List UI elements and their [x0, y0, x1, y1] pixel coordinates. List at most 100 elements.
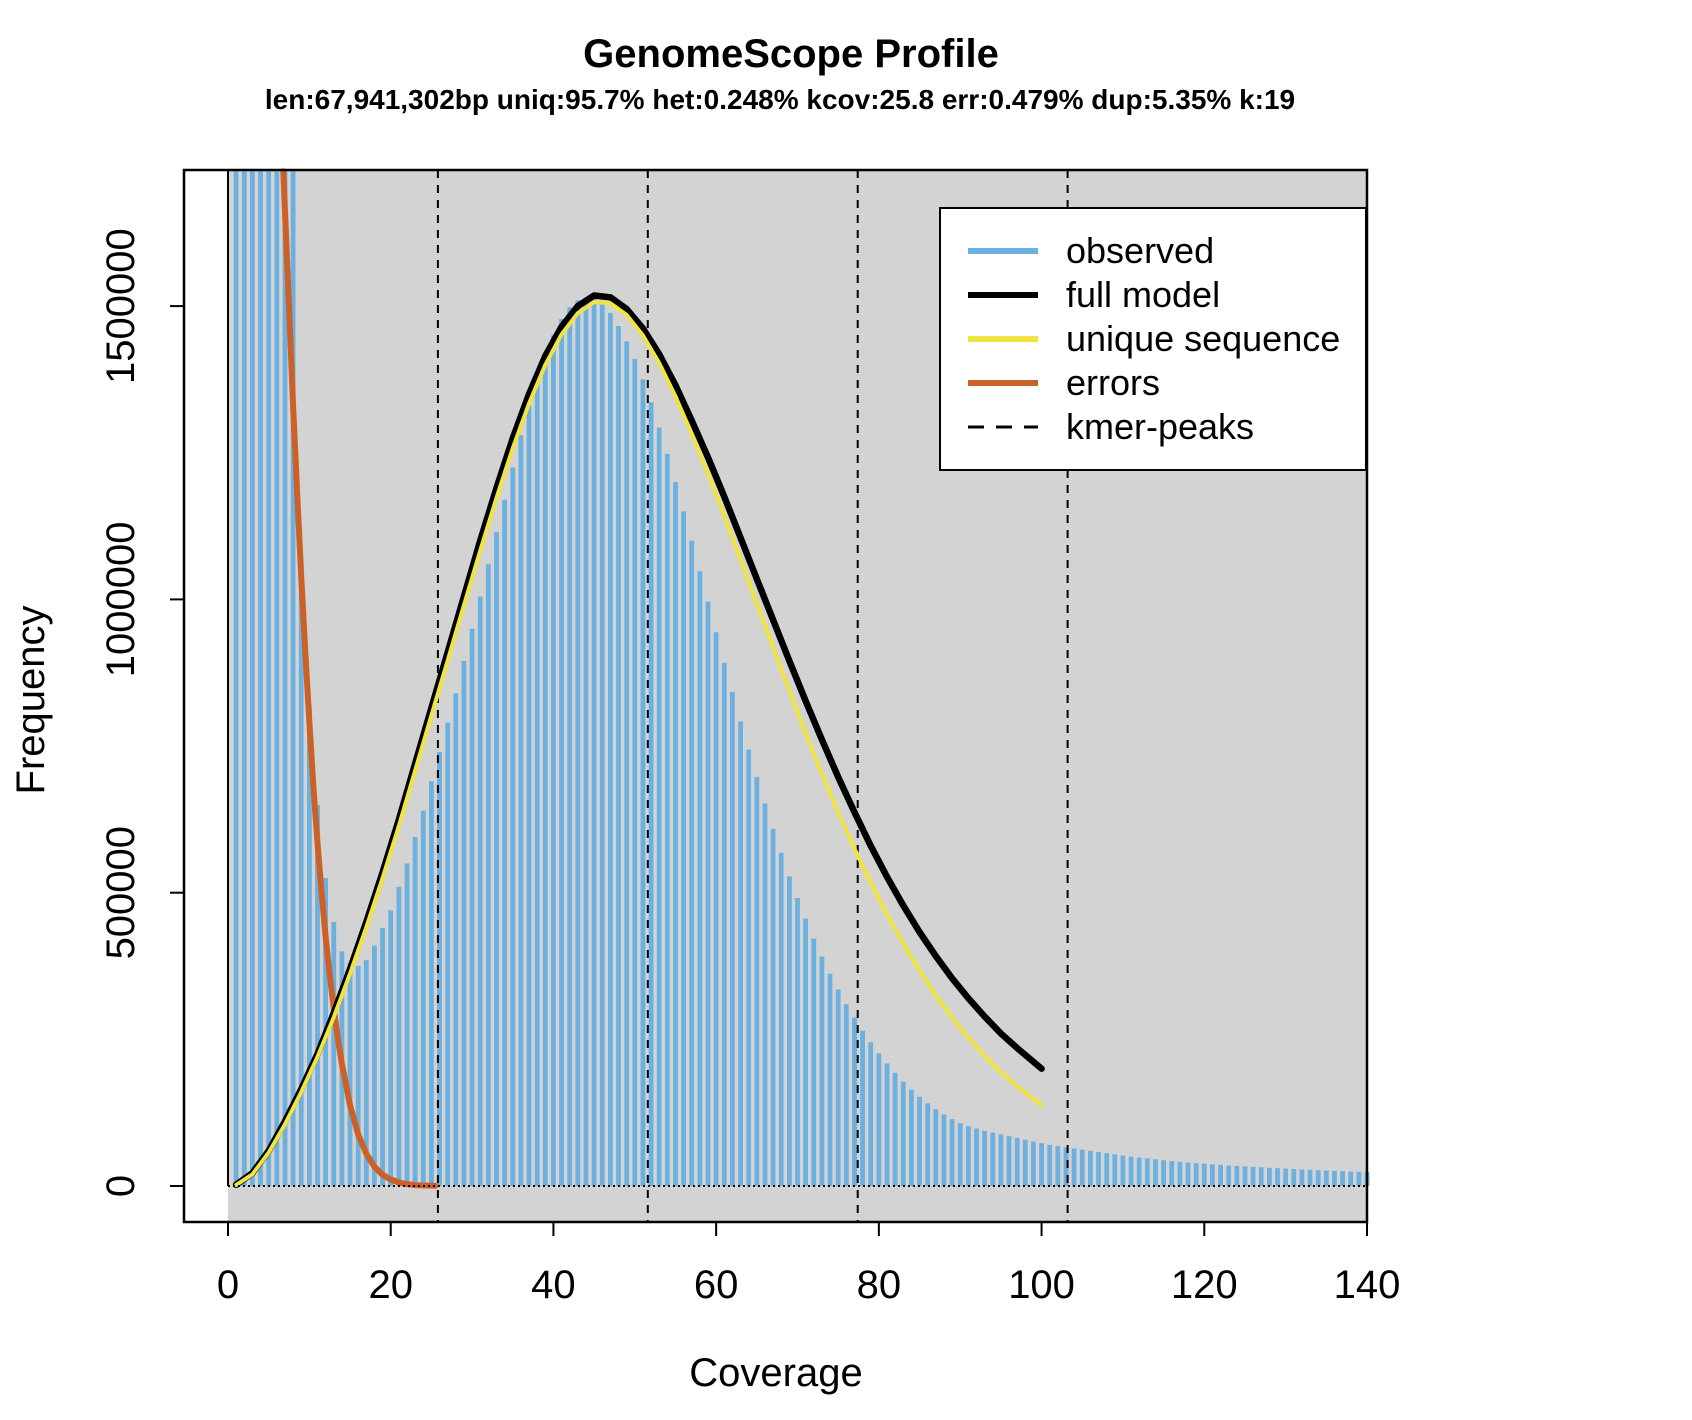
observed-bar [559, 319, 564, 1186]
y-tick-label: 1500000 [99, 228, 143, 384]
observed-bar [1153, 1159, 1158, 1186]
observed-bar [656, 427, 662, 1186]
observed-bar [803, 918, 808, 1186]
observed-bar [355, 966, 361, 1186]
observed-bar [1323, 1170, 1329, 1186]
observed-bar [591, 299, 597, 1187]
observed-bar [681, 511, 686, 1186]
observed-bar [510, 467, 516, 1186]
observed-bar [331, 922, 337, 1186]
observed-bars [233, 171, 1370, 1187]
errors-curve [280, 168, 439, 1189]
observed-bar [1144, 1158, 1150, 1186]
observed-bar [542, 356, 548, 1186]
observed-bar [884, 1063, 890, 1186]
observed-bar [1112, 1154, 1118, 1186]
legend-label: errors [1066, 362, 1160, 403]
observed-bar [477, 596, 483, 1186]
observed-bar [258, 171, 263, 1186]
unique-sequence-curve [234, 300, 1044, 1188]
observed-bar [1283, 1168, 1288, 1186]
observed-bar [599, 303, 605, 1186]
observed-bar [966, 1126, 971, 1186]
observed-bar [274, 171, 280, 1186]
observed-bar [787, 876, 792, 1186]
observed-bar [233, 171, 239, 1186]
chart-title: GenomeScope Profile [583, 32, 999, 76]
observed-bar [1039, 1143, 1044, 1186]
observed-bar [1161, 1160, 1166, 1186]
observed-bar [404, 863, 410, 1186]
observed-bar [949, 1119, 955, 1186]
observed-bar [892, 1072, 898, 1186]
observed-bar [1047, 1144, 1053, 1186]
observed-bar [380, 927, 385, 1186]
observed-bar [453, 693, 459, 1186]
observed-bar [1071, 1148, 1077, 1186]
observed-bar [697, 571, 703, 1186]
observed-bar [1031, 1141, 1036, 1186]
legend-label: observed [1066, 230, 1214, 271]
observed-bar [1079, 1149, 1085, 1186]
y-axis-label: Frequency [9, 606, 53, 795]
observed-bar [575, 300, 581, 1186]
observed-bar [307, 705, 312, 1186]
observed-bar [502, 499, 507, 1186]
observed-bar [1096, 1152, 1101, 1186]
observed-bar [909, 1089, 914, 1186]
observed-bar [551, 335, 556, 1186]
observed-bar [770, 828, 776, 1186]
observed-bar [1332, 1170, 1337, 1186]
observed-bar [982, 1130, 987, 1186]
legend-label: kmer-peaks [1066, 406, 1254, 447]
legend-label: full model [1066, 274, 1220, 315]
plot-left-margin [184, 170, 228, 1222]
observed-bar [1234, 1165, 1240, 1186]
observed-bar [852, 1017, 857, 1186]
observed-bar [811, 938, 817, 1186]
observed-bar [315, 804, 320, 1186]
observed-bar [754, 777, 760, 1186]
observed-bar [469, 628, 475, 1186]
observed-bar [730, 692, 735, 1186]
observed-bar [1315, 1170, 1321, 1186]
y-tick-label: 500000 [99, 826, 143, 959]
observed-bar [1136, 1157, 1142, 1186]
observed-bar [713, 632, 719, 1186]
observed-bar [567, 307, 573, 1186]
observed-bar [738, 721, 743, 1186]
observed-bar [1210, 1164, 1215, 1186]
observed-bar [282, 171, 288, 1186]
observed-bar [632, 358, 638, 1186]
observed-bar [347, 963, 353, 1186]
x-tick-label: 140 [1334, 1263, 1401, 1307]
observed-bar [721, 662, 727, 1186]
observed-bar [673, 482, 678, 1187]
observed-bar [1185, 1162, 1191, 1186]
observed-bar [819, 956, 825, 1186]
observed-bar [1193, 1163, 1199, 1186]
observed-bar [429, 781, 434, 1186]
observed-bar [925, 1103, 931, 1186]
observed-bar [974, 1128, 979, 1186]
observed-bar [494, 531, 499, 1186]
observed-bar [624, 341, 630, 1186]
observed-bar [445, 722, 451, 1186]
observed-bar [933, 1109, 939, 1186]
observed-bar [1063, 1147, 1069, 1186]
observed-bar [941, 1114, 947, 1186]
x-tick-label: 40 [531, 1263, 576, 1307]
observed-bar [1340, 1171, 1345, 1186]
x-tick-label: 20 [368, 1263, 413, 1307]
observed-bar [795, 898, 800, 1186]
observed-bar [778, 852, 784, 1186]
observed-bar [1258, 1167, 1264, 1186]
observed-bar [917, 1096, 922, 1186]
y-tick-label: 0 [99, 1175, 143, 1197]
observed-bar [298, 564, 304, 1186]
observed-bar [843, 1004, 849, 1186]
observed-bar [1250, 1166, 1256, 1186]
observed-bar [290, 171, 296, 1186]
observed-bar [396, 886, 402, 1186]
